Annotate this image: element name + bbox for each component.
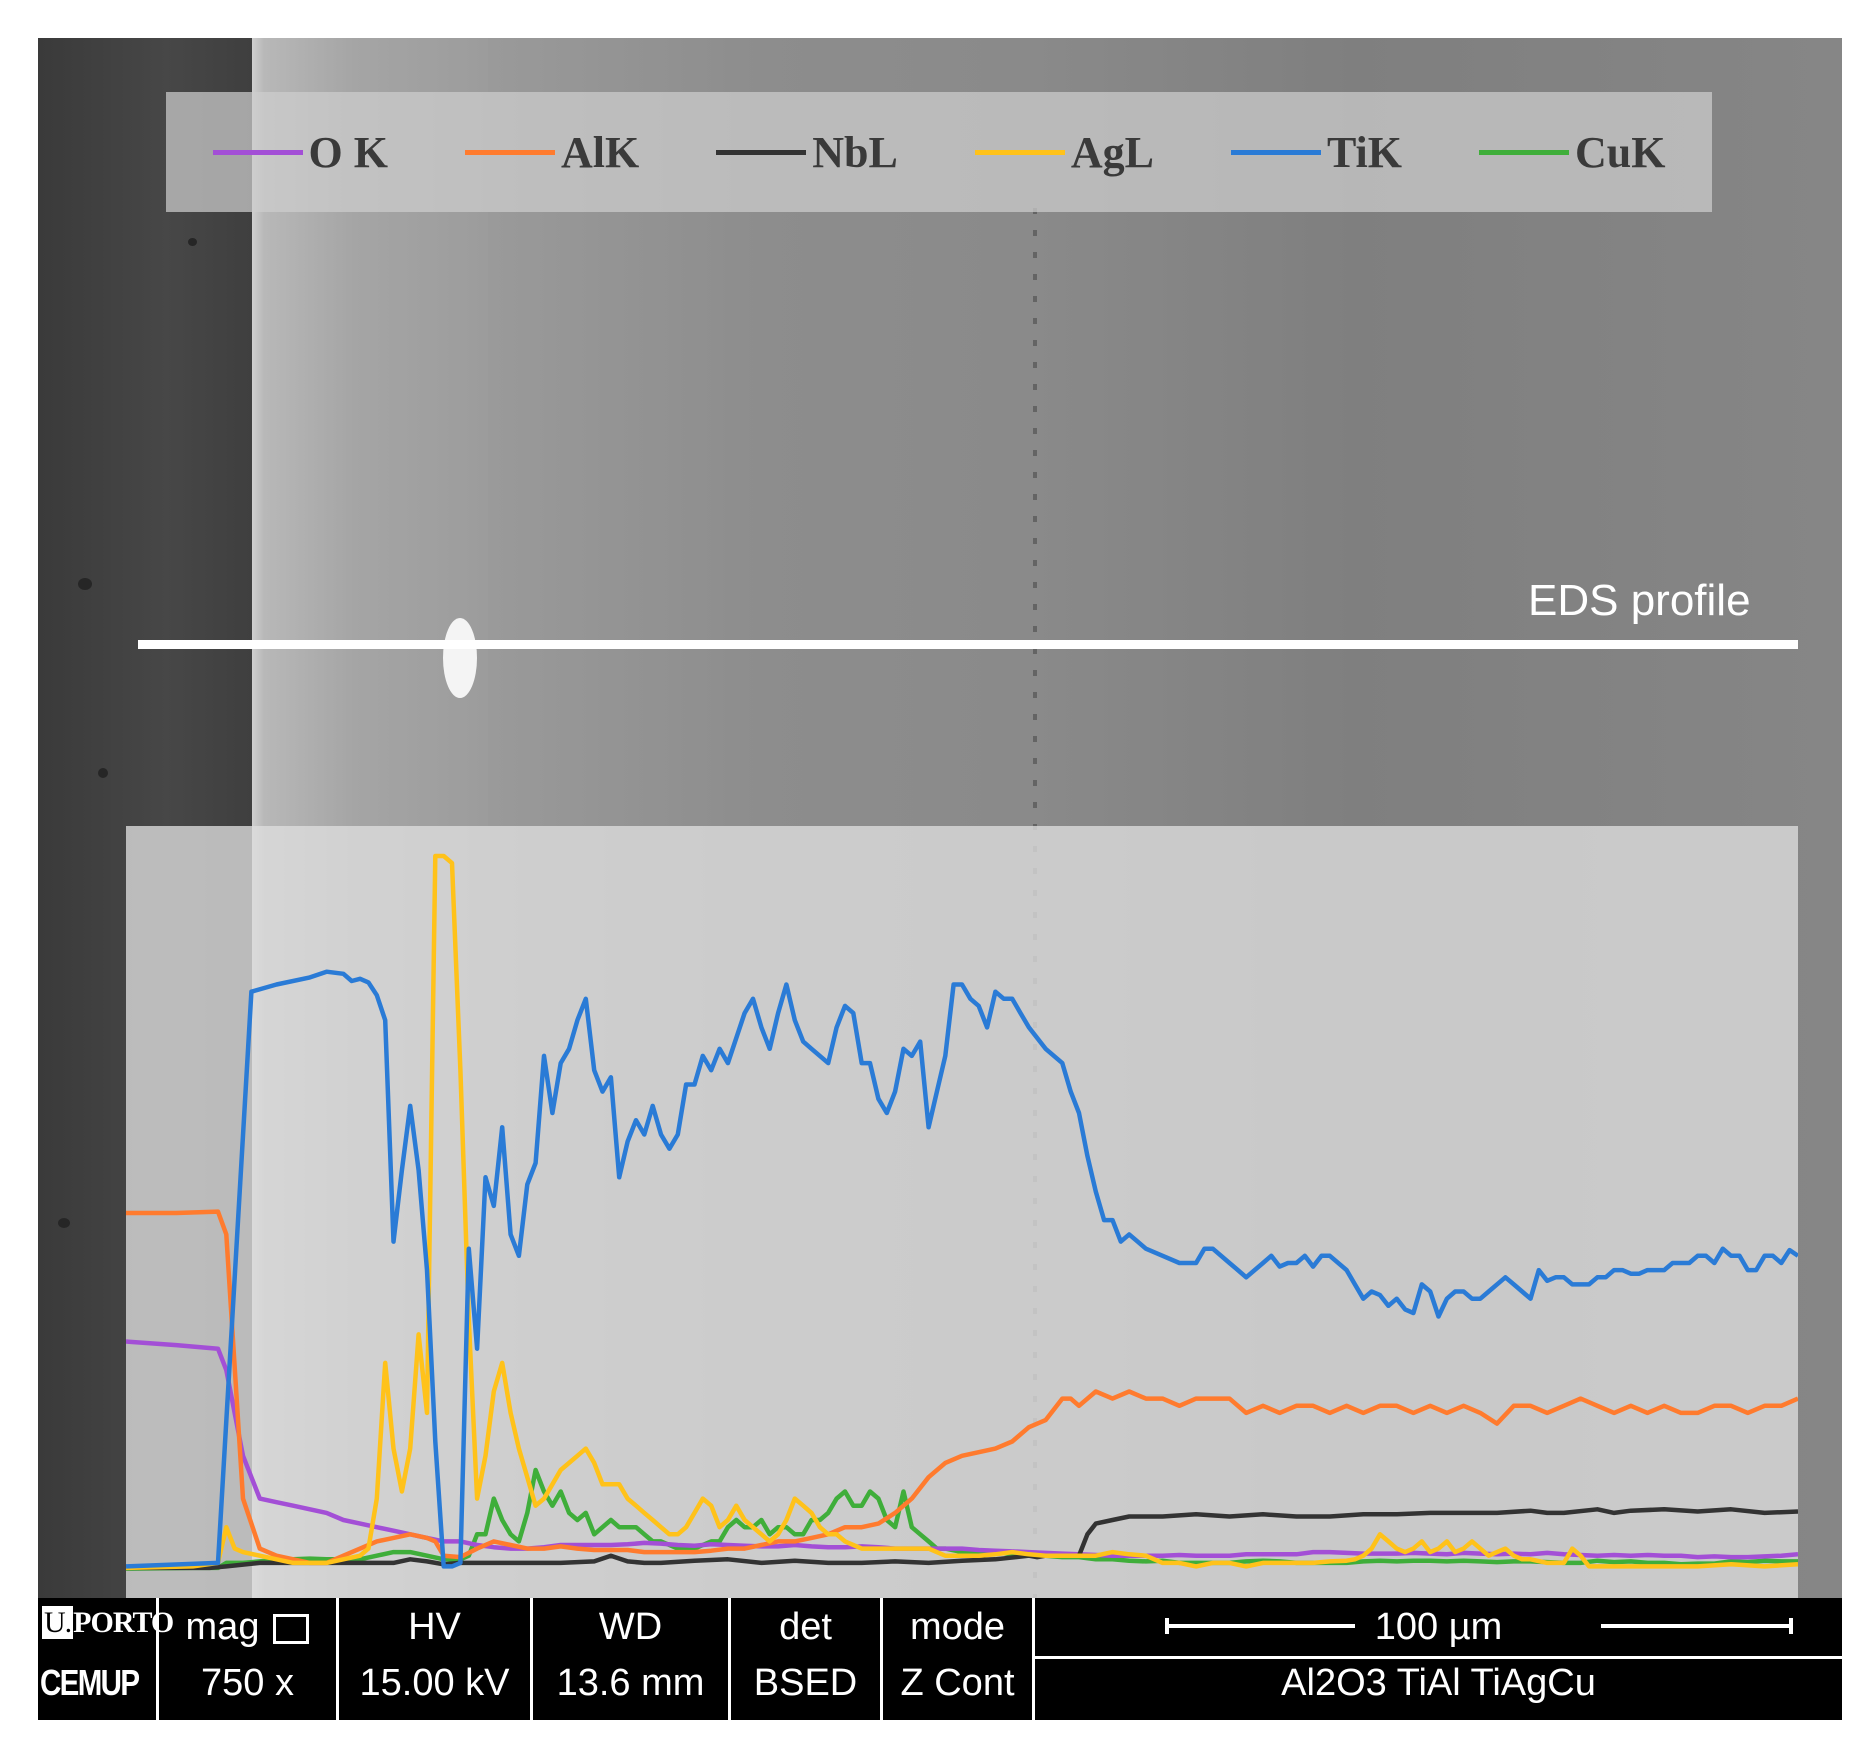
scale-label: 100 µm — [1374, 1606, 1503, 1648]
frame-icon — [273, 1613, 310, 1644]
pore-mark — [188, 238, 197, 246]
logo-prefix: U. — [42, 1606, 74, 1639]
series-line-alk — [126, 1209, 1798, 1566]
series-line-cuk — [126, 1467, 1798, 1571]
legend-item: AgL — [974, 127, 1154, 178]
wd-value: 13.6 mm — [556, 1662, 705, 1704]
mag-cell: mag 750 x — [156, 1598, 336, 1720]
pore-mark — [58, 1218, 70, 1228]
mode-value: Z Cont — [900, 1662, 1015, 1704]
legend-label: O K — [308, 127, 388, 177]
hv-cell: HV 15.00 kV — [336, 1598, 530, 1720]
hv-value: 15.00 kV — [359, 1662, 510, 1704]
pore-mark — [78, 578, 92, 590]
sample-label: Al2O3 TiAl TiAgCu — [1281, 1662, 1596, 1704]
scale-cell: 100 µm Al2O3 TiAl TiAgCu — [1032, 1598, 1842, 1720]
series-line-o-k — [126, 1339, 1798, 1560]
legend-label: TiK — [1326, 127, 1402, 177]
wd-cell: WD 13.6 mm — [530, 1598, 728, 1720]
legend-swatch — [212, 149, 303, 155]
det-label: det — [779, 1606, 832, 1648]
legend-label: NbL — [812, 127, 898, 177]
mode-cell: mode Z Cont — [880, 1598, 1032, 1720]
det-value: BSED — [753, 1662, 858, 1704]
sem-figure: O K AlK NbL AgL TiK CuK EDS profile U.PORTO C… — [38, 38, 1842, 1720]
mode-label: mode — [909, 1606, 1006, 1648]
series-line-tik — [126, 969, 1798, 1569]
legend-item: AlK — [464, 127, 640, 178]
legend-label: AgL — [1070, 127, 1154, 177]
sem-info-bar: U.PORTO CEMUP mag 750 x HV 15.00 kV WD 1… — [38, 1598, 1842, 1720]
scale-bar — [1601, 1624, 1791, 1628]
legend-item: TiK — [1230, 127, 1402, 178]
scale-tick-right — [1789, 1618, 1793, 1634]
logo-cemup: CEMUP — [40, 1662, 140, 1703]
mag-value: 750 x — [201, 1662, 294, 1704]
det-cell: det BSED — [728, 1598, 880, 1720]
legend-item: O K — [212, 127, 388, 178]
plot-area — [126, 826, 1798, 1598]
mag-label: mag — [185, 1606, 260, 1648]
legend-item: CuK — [1479, 127, 1665, 178]
hv-label: HV — [408, 1606, 461, 1648]
legend-label: CuK — [1575, 127, 1666, 177]
divider — [1035, 1656, 1842, 1659]
pore-mark — [98, 768, 108, 778]
bright-particle — [443, 618, 477, 698]
scale-bar — [1165, 1624, 1355, 1628]
legend-label: AlK — [560, 127, 640, 177]
legend-item: NbL — [716, 127, 898, 178]
wd-label: WD — [598, 1606, 663, 1648]
series-line-agl — [126, 853, 1798, 1571]
series-line-nbl — [126, 1507, 1798, 1571]
eds-profile-line — [138, 640, 1798, 649]
legend-swatch — [974, 149, 1065, 155]
legend-swatch — [1479, 149, 1569, 155]
eds-profile-label: EDS profile — [1528, 576, 1751, 625]
cemup-logo: U.PORTO CEMUP — [38, 1598, 174, 1720]
eds-line-chart — [126, 853, 1798, 1571]
legend-swatch — [716, 149, 807, 155]
legend-swatch — [1230, 149, 1321, 155]
chart-legend: O K AlK NbL AgL TiK CuK — [166, 92, 1712, 212]
legend-swatch — [464, 149, 555, 155]
